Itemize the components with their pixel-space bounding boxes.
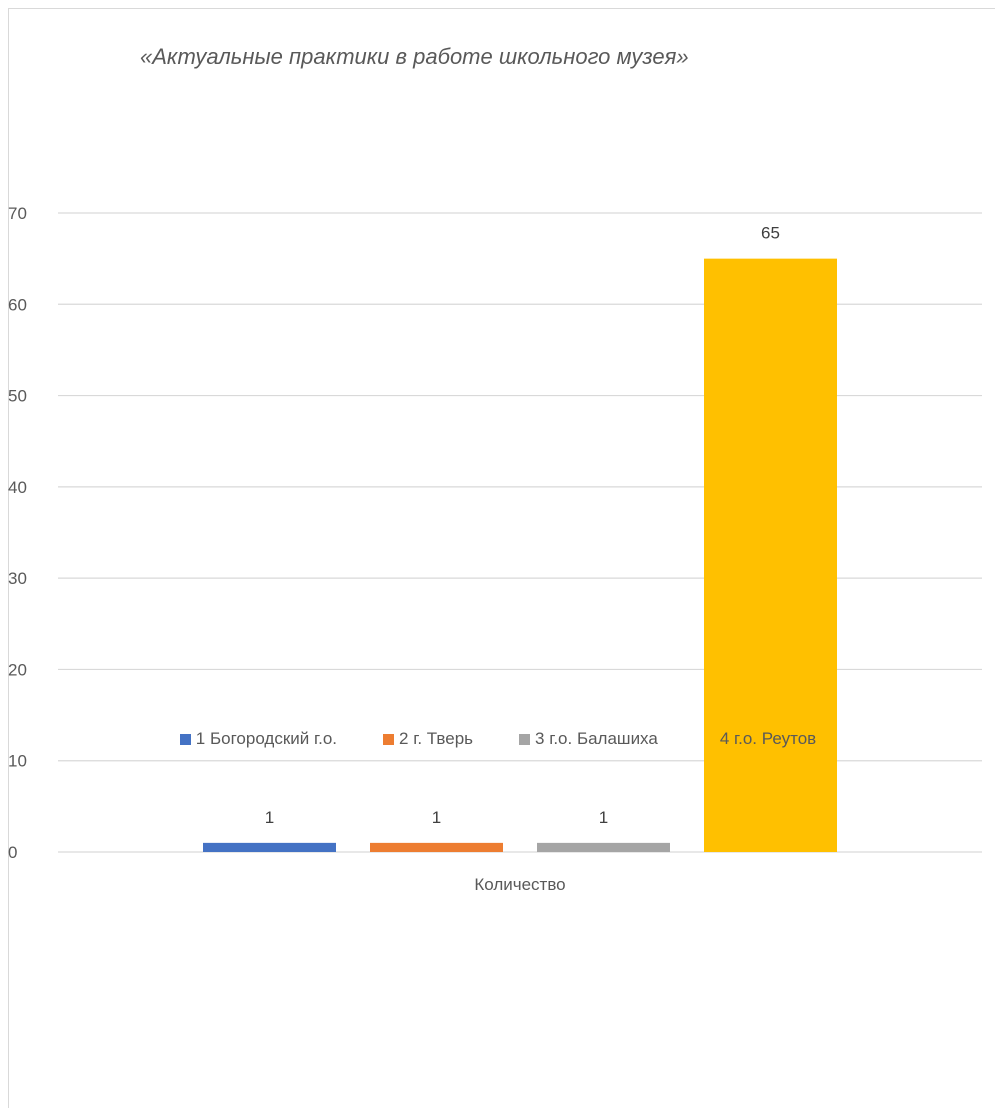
legend-item: 3 г.о. Балашиха — [519, 729, 658, 749]
chart-title: «Актуальные практики в работе школьного … — [140, 44, 689, 69]
y-tick-label: 10 — [8, 752, 27, 771]
y-tick-label: 20 — [8, 660, 27, 679]
x-category-label: Количество — [474, 875, 565, 894]
chart-legend: 1 Богородский г.о. 2 г. Тверь 3 г.о. Балаш… — [0, 729, 996, 749]
chart-frame — [8, 8, 995, 1108]
data-label: 1 — [599, 808, 608, 827]
y-tick-label: 30 — [8, 569, 27, 588]
data-label: 65 — [761, 224, 780, 243]
y-tick-label: 70 — [8, 204, 27, 223]
legend-label: 2 г. Тверь — [399, 729, 474, 748]
legend-swatch — [519, 733, 531, 745]
bar-1 — [203, 842, 336, 852]
legend-item: 4 г.о. Реутов — [703, 729, 817, 749]
bar-3 — [537, 842, 670, 852]
legend-swatch — [703, 733, 715, 745]
legend-label: 1 Богородский г.о. — [195, 729, 338, 748]
legend-swatch — [383, 733, 395, 745]
y-tick-label: 60 — [8, 295, 27, 314]
legend-label: 3 г.о. Балашиха — [535, 729, 658, 748]
legend-label: 4 г.о. Реутов — [719, 729, 817, 748]
y-tick-label: 0 — [8, 843, 17, 862]
legend-item: 1 Богородский г.о. — [179, 729, 338, 749]
bar-4 — [704, 258, 837, 853]
y-tick-label: 40 — [8, 478, 27, 497]
legend-swatch — [179, 733, 191, 745]
data-label: 1 — [265, 808, 274, 827]
y-tick-label: 50 — [8, 387, 27, 406]
legend-item: 2 г. Тверь — [383, 729, 473, 749]
data-label: 1 — [432, 808, 441, 827]
bar-2 — [370, 842, 503, 852]
